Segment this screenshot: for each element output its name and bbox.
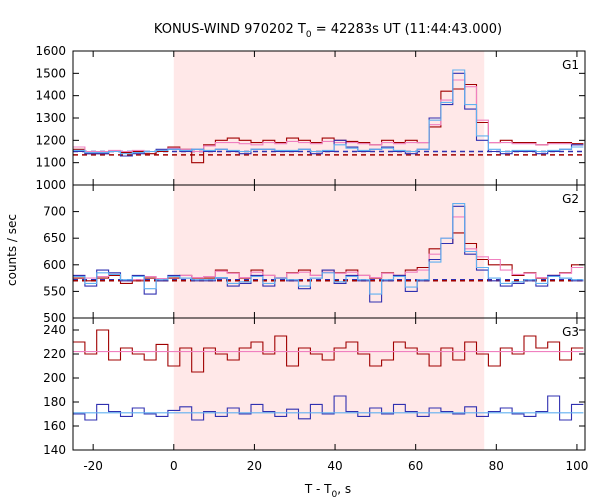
x-tick-label: -20 bbox=[83, 459, 103, 473]
series-light-blue-step bbox=[73, 203, 584, 295]
x-tick-label: 20 bbox=[247, 459, 262, 473]
shaded-interval bbox=[173, 318, 485, 450]
x-axis-label-main: T - T bbox=[304, 482, 332, 496]
y-tick-label: 1400 bbox=[35, 89, 66, 103]
panel-g3: 140 160 180 200 220 240 -20 0 20 40 60 80 100 G3 bbox=[43, 317, 588, 473]
x-tick-label: 40 bbox=[327, 459, 342, 473]
y-tick-label: 1600 bbox=[35, 44, 66, 58]
x-tick-label: 60 bbox=[408, 459, 423, 473]
x-axis-label-sub: 0 bbox=[332, 490, 338, 500]
x-tick-label: 100 bbox=[565, 459, 588, 473]
y-tick-label: 180 bbox=[43, 395, 66, 409]
y-tick-label: 500 bbox=[43, 311, 66, 325]
y-tick-label: 200 bbox=[43, 371, 66, 385]
y-tick-label: 700 bbox=[43, 205, 66, 219]
series-dark-blue-step bbox=[73, 72, 584, 157]
y-axis-label: counts / sec bbox=[5, 214, 19, 286]
chart-title-rest: = 42283s UT (11:44:43.000) bbox=[312, 22, 502, 37]
y-tick-label: 650 bbox=[43, 231, 66, 245]
shaded-interval bbox=[173, 185, 485, 318]
chart-title-sub: 0 bbox=[306, 30, 312, 40]
series-dark-blue-step bbox=[73, 395, 584, 421]
chart-panels: 1000110012001300140015001600G15005506006… bbox=[35, 44, 588, 473]
y-tick-label: 600 bbox=[43, 258, 66, 272]
y-tick-label: 220 bbox=[43, 347, 66, 361]
y-tick-label: 550 bbox=[43, 284, 66, 298]
x-axis-label: T - T0, s bbox=[304, 482, 351, 500]
y-tick-label: 140 bbox=[43, 443, 66, 457]
y-tick-label: 1200 bbox=[35, 133, 66, 147]
chart-title-main: KONUS-WIND 970202 T bbox=[154, 22, 306, 37]
y-tick-label: 1500 bbox=[35, 66, 66, 80]
panel-frame bbox=[72, 317, 586, 451]
series-dark-red-step bbox=[73, 329, 584, 373]
panel-g2: 500 550 600 650 700 G2 bbox=[43, 184, 586, 325]
panel-label-g3: G3 bbox=[562, 325, 579, 339]
series-light-blue-step bbox=[73, 69, 584, 155]
x-axis-label-rest: , s bbox=[337, 482, 351, 496]
panel-plot-area bbox=[73, 69, 585, 164]
y-tick-label: 1300 bbox=[35, 111, 66, 125]
panel-plot-area bbox=[73, 329, 584, 421]
y-tick-label: 1000 bbox=[35, 178, 66, 192]
panel-g1: 1000 1100 1200 1300 1400 1500 1600 G1 bbox=[35, 44, 586, 192]
x-tick-label: 80 bbox=[489, 459, 504, 473]
panel-label-g1: G1 bbox=[562, 58, 579, 72]
x-tick-label: 0 bbox=[170, 459, 178, 473]
y-tick-label: 240 bbox=[43, 323, 66, 337]
chart-title: KONUS-WIND 970202 T0 = 42283s UT (11:44:… bbox=[154, 22, 502, 40]
series-pink-step bbox=[73, 216, 584, 282]
y-tick-label: 1100 bbox=[35, 156, 66, 170]
panel-label-g2: G2 bbox=[562, 192, 579, 206]
y-tick-label: 160 bbox=[43, 419, 66, 433]
panel-plot-area bbox=[73, 203, 585, 303]
